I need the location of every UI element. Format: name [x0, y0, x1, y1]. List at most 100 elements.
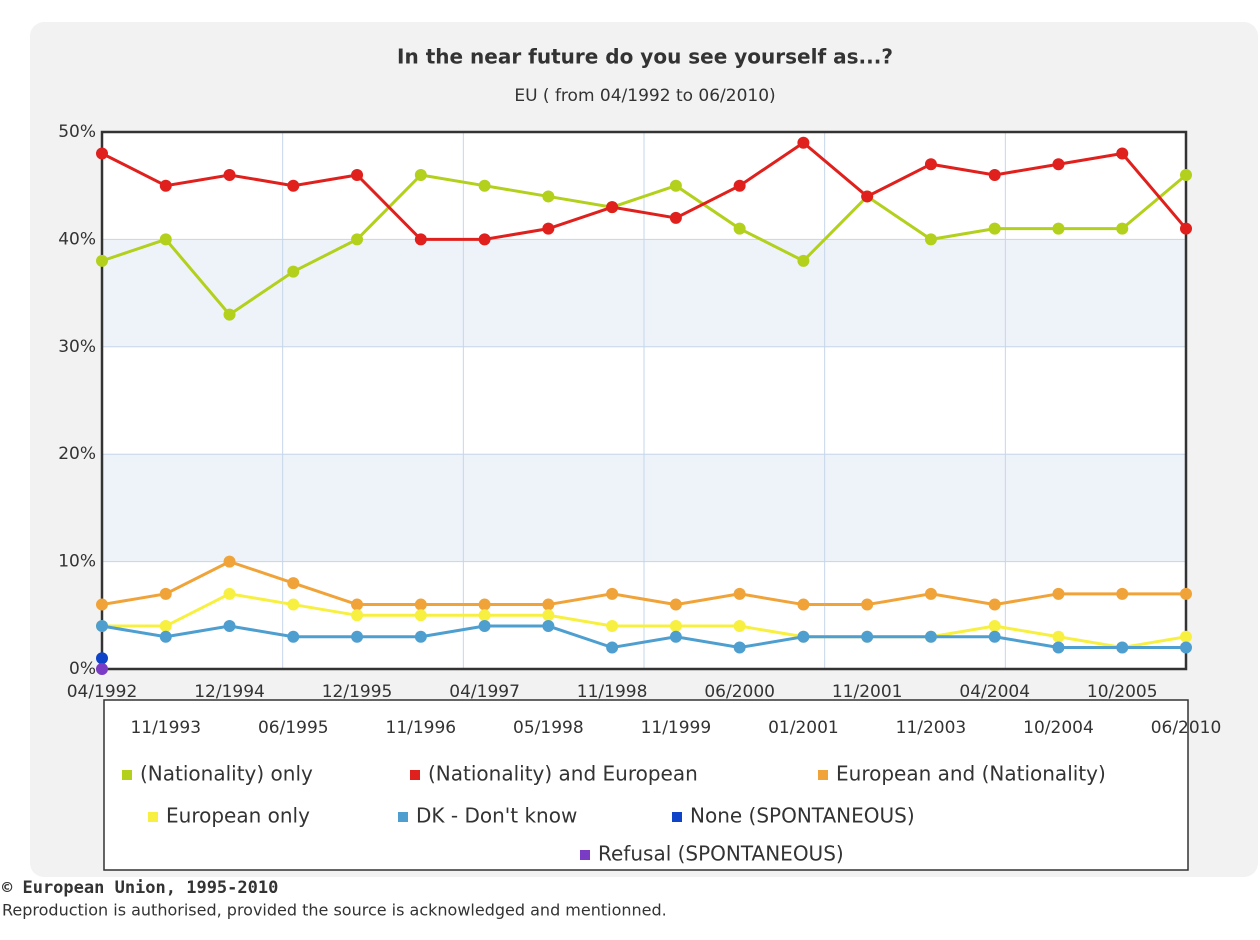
y-tick-label: 40%: [58, 229, 96, 249]
data-point: [351, 609, 364, 622]
data-point: [1052, 222, 1065, 235]
data-point: [478, 598, 491, 611]
data-point: [988, 222, 1001, 235]
legend: [103, 699, 1189, 871]
data-point: [1116, 222, 1129, 235]
data-point: [287, 179, 300, 192]
legend-label: DK - Don't know: [416, 804, 577, 828]
x-tick-label: 10/2004: [1023, 718, 1094, 738]
data-point: [96, 620, 108, 633]
legend-label: None (SPONTANEOUS): [690, 804, 915, 828]
data-point: [1180, 168, 1192, 181]
data-point: [988, 630, 1001, 643]
data-point: [414, 168, 427, 181]
y-tick-label: 50%: [58, 122, 96, 142]
data-point: [1180, 630, 1192, 643]
x-tick-label: 01/2001: [768, 718, 839, 738]
data-point: [287, 577, 300, 590]
x-tick-label: 12/1994: [194, 682, 265, 702]
data-point: [733, 641, 746, 654]
data-point: [159, 630, 172, 643]
data-point: [1116, 641, 1129, 654]
legend-swatch: [580, 850, 590, 860]
data-point: [287, 265, 300, 278]
data-point: [861, 190, 874, 203]
x-tick-label: 04/2004: [959, 682, 1030, 702]
data-point: [1116, 147, 1129, 160]
data-point: [733, 620, 746, 633]
y-tick-label: 10%: [58, 552, 96, 572]
data-point: [797, 136, 810, 149]
legend-label: European and (Nationality): [836, 762, 1106, 786]
data-point: [96, 598, 108, 611]
data-point: [669, 620, 682, 633]
data-point: [96, 254, 108, 267]
legend-swatch: [818, 770, 828, 780]
data-point: [988, 620, 1001, 633]
data-point: [414, 630, 427, 643]
data-point: [223, 587, 236, 600]
series-line: [101, 173, 1187, 317]
x-tick-label: 11/1998: [577, 682, 648, 702]
y-tick-label: 20%: [58, 444, 96, 464]
copyright: © European Union, 1995-2010: [2, 878, 278, 898]
legend-label: European only: [166, 804, 310, 828]
data-point: [988, 168, 1001, 181]
data-point: [542, 609, 555, 622]
data-point: [351, 168, 364, 181]
data-point: [1180, 222, 1192, 235]
data-point: [478, 609, 491, 622]
data-point: [478, 620, 491, 633]
data-point: [733, 222, 746, 235]
data-point: [1180, 587, 1192, 600]
data-point: [1180, 641, 1192, 654]
legend-swatch: [122, 770, 132, 780]
data-point: [159, 620, 172, 633]
data-point: [1052, 587, 1065, 600]
data-point: [351, 630, 364, 643]
data-point: [606, 641, 619, 654]
x-tick-label: 05/1998: [513, 718, 584, 738]
x-tick-label: 10/2005: [1087, 682, 1158, 702]
data-point: [733, 179, 746, 192]
data-point: [669, 598, 682, 611]
data-point: [606, 587, 619, 600]
data-point: [797, 598, 810, 611]
data-point: [159, 179, 172, 192]
x-tick-label: 11/2003: [896, 718, 967, 738]
data-point: [223, 168, 236, 181]
data-point: [669, 179, 682, 192]
x-tick-label: 11/2001: [832, 682, 903, 702]
x-tick-label: 12/1995: [322, 682, 393, 702]
data-point: [861, 598, 874, 611]
x-tick-label: 11/1996: [386, 718, 457, 738]
legend-swatch: [410, 770, 420, 780]
data-point: [414, 609, 427, 622]
data-point: [924, 587, 937, 600]
x-tick-label: 11/1993: [130, 718, 201, 738]
data-point: [1052, 641, 1065, 654]
data-point: [924, 158, 937, 171]
chart-title: In the near future do you see yourself a…: [397, 45, 893, 69]
data-point: [669, 211, 682, 224]
data-point: [351, 233, 364, 246]
series-line: [101, 624, 1186, 650]
data-point: [478, 179, 491, 192]
data-point: [797, 630, 810, 643]
data-point: [223, 308, 236, 321]
data-point: [924, 630, 937, 643]
data-point: [287, 630, 300, 643]
x-tick-label: 04/1992: [67, 682, 138, 702]
legend-label: (Nationality) and European: [428, 762, 698, 786]
data-point: [988, 598, 1001, 611]
data-point: [542, 598, 555, 611]
legend-swatch: [672, 812, 682, 822]
data-point: [223, 555, 236, 568]
legend-label: (Nationality) only: [140, 762, 313, 786]
legend-label: Refusal (SPONTANEOUS): [598, 842, 844, 866]
data-point: [1052, 158, 1065, 171]
data-point: [606, 620, 619, 633]
legend-swatch: [148, 812, 158, 822]
y-tick-label: 0%: [69, 659, 96, 679]
